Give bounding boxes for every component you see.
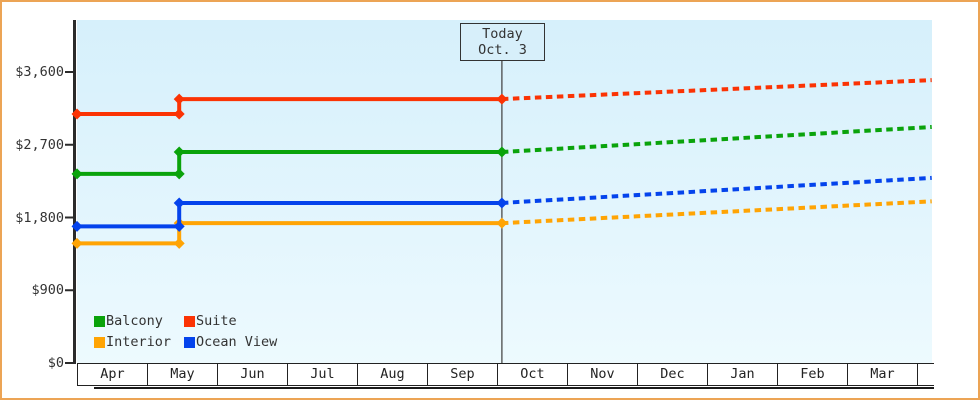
today-marker-box: Today Oct. 3 xyxy=(460,23,545,61)
y-axis-label: $900 xyxy=(31,282,64,299)
legend-item-interior: Interior xyxy=(94,334,184,350)
month-cell-feb: Feb xyxy=(777,363,848,386)
series-marker-balcony xyxy=(173,168,185,180)
today-date-label: Oct. 3 xyxy=(478,42,527,58)
series-marker-ocean-view xyxy=(173,197,185,209)
series-marker-interior xyxy=(173,237,185,249)
series-marker-interior xyxy=(71,237,83,249)
month-cell-nov: Nov xyxy=(567,363,638,386)
legend-item-ocean-view: Ocean View xyxy=(184,334,277,350)
legend-label: Ocean View xyxy=(196,334,278,350)
series-line-interior xyxy=(77,221,502,246)
series-line-ocean-view xyxy=(77,200,502,229)
month-cell-jul: Jul xyxy=(287,363,358,386)
legend-item-balcony: Balcony xyxy=(94,313,184,329)
legend-swatch-icon xyxy=(94,315,105,327)
plot-area-background xyxy=(77,20,932,363)
series-marker-suite xyxy=(496,93,508,105)
month-cell-jan: Jan xyxy=(707,363,778,386)
legend-swatch-icon xyxy=(94,336,105,348)
series-marker-ocean-view xyxy=(173,220,185,232)
legend-label: Suite xyxy=(196,313,237,329)
series-marker-balcony xyxy=(496,146,508,158)
series-forecast-interior xyxy=(501,199,932,226)
y-axis-label: $0 xyxy=(47,355,64,371)
month-cell-dec: Dec xyxy=(637,363,708,386)
legend-label: Interior xyxy=(106,334,172,350)
series-line-balcony xyxy=(77,150,502,176)
legend-swatch-icon xyxy=(184,315,195,327)
series-forecast-suite xyxy=(501,78,932,102)
series-marker-ocean-view xyxy=(496,197,508,209)
axis-shadow-line xyxy=(94,387,934,389)
legend-label: Balcony xyxy=(106,313,163,329)
today-label: Today xyxy=(482,26,523,42)
x-axis-month-row: Apr May Jun Jul Aug Sep Oct Nov Dec Jan Feb Mar xyxy=(77,363,934,386)
series-marker-balcony xyxy=(71,168,83,180)
series-marker-suite xyxy=(173,108,185,120)
series-marker-interior xyxy=(496,217,508,229)
series-forecast-ocean-view xyxy=(501,175,932,205)
month-cell-aug: Aug xyxy=(357,363,428,386)
month-cell-sep: Sep xyxy=(427,363,498,386)
month-cell-partial xyxy=(917,363,934,386)
month-cell-jun: Jun xyxy=(217,363,288,386)
series-forecast-balcony xyxy=(501,124,932,155)
y-axis-label: $2,700 xyxy=(15,136,64,153)
legend: Balcony Suite Interior Ocean View xyxy=(94,313,277,350)
legend-swatch-icon xyxy=(184,336,195,348)
series-marker-ocean-view xyxy=(71,220,83,232)
series-line-suite xyxy=(77,97,502,117)
y-axis-label: $1,800 xyxy=(15,209,64,226)
month-cell-apr: Apr xyxy=(77,363,148,386)
y-axis-label: $3,600 xyxy=(15,64,64,80)
month-cell-mar: Mar xyxy=(847,363,918,386)
series-marker-suite xyxy=(71,108,83,120)
series-marker-suite xyxy=(173,93,185,105)
month-cell-oct: Oct xyxy=(497,363,568,386)
legend-item-suite: Suite xyxy=(184,313,277,329)
series-marker-balcony xyxy=(173,146,185,158)
month-cell-may: May xyxy=(147,363,218,386)
